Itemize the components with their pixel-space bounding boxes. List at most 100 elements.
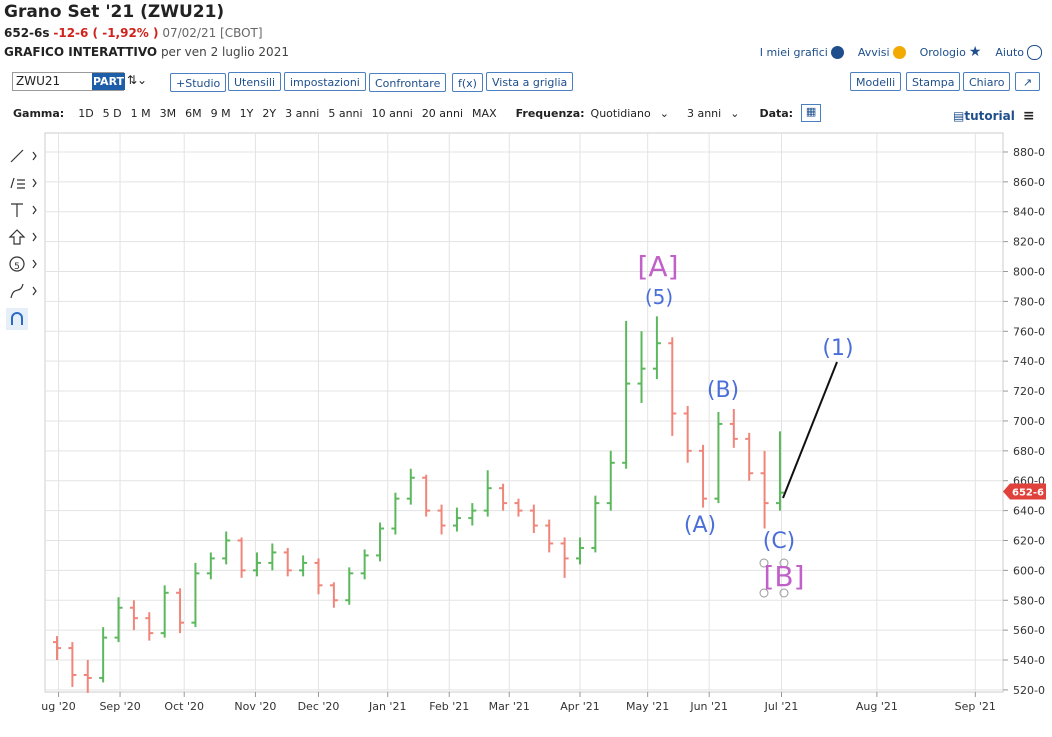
button[interactable]: Confrontare bbox=[369, 73, 447, 92]
x-tick-label: Apr '21 bbox=[560, 700, 600, 713]
range-label: Gamma: bbox=[13, 106, 65, 120]
x-tick-label: Sep '21 bbox=[955, 700, 996, 713]
range-option[interactable]: 20 anni bbox=[421, 106, 464, 120]
link[interactable]: Avvisi bbox=[857, 45, 890, 59]
link[interactable]: Aiuto bbox=[995, 45, 1024, 59]
y-tick-label: 620-0 bbox=[1013, 534, 1045, 547]
anchor-circles bbox=[759, 558, 789, 598]
price: 652-6s bbox=[4, 26, 50, 40]
y-tick-label: 760-0 bbox=[1013, 325, 1045, 338]
range-option[interactable]: 1D bbox=[78, 106, 94, 120]
icon bbox=[892, 45, 906, 59]
y-tick-label: 600-0 bbox=[1013, 564, 1045, 577]
x-tick-label: Nov '20 bbox=[234, 700, 276, 713]
x-tick-label: Feb '21 bbox=[429, 700, 469, 713]
x-tick-label: Dec '20 bbox=[298, 700, 340, 713]
link[interactable]: I miei grafici bbox=[759, 45, 828, 59]
x-tick-label: May '21 bbox=[626, 700, 669, 713]
plot-area bbox=[44, 132, 1004, 693]
bars bbox=[52, 316, 784, 693]
grid: 520-0540-0560-0580-0600-0620-0640-0660-0… bbox=[41, 133, 1045, 713]
range-option[interactable]: 6M bbox=[185, 106, 202, 120]
annotation: (1) bbox=[822, 336, 853, 361]
sort-icon[interactable]: ⇅⌄ bbox=[127, 73, 148, 87]
annotation: (C) bbox=[763, 529, 796, 554]
range-option[interactable]: MAX bbox=[472, 106, 497, 120]
tool-icons bbox=[6, 149, 37, 330]
title: Grano Set '21 (ZWU21) bbox=[4, 2, 225, 22]
header-links: I miei grafici Avvisi Orologio ★ Aiuto bbox=[746, 44, 1042, 60]
annotation: (A) bbox=[684, 513, 716, 538]
calendar-button[interactable]: ▦ bbox=[801, 104, 822, 122]
x-tick-label: Aug '21 bbox=[856, 700, 898, 713]
y-tick-label: 520-0 bbox=[1013, 684, 1045, 697]
link[interactable]: Orologio bbox=[919, 45, 966, 59]
x-tick-label: Jul '21 bbox=[764, 700, 799, 713]
y-tick-label: 720-0 bbox=[1013, 385, 1045, 398]
tutorial-text[interactable]: tutorial bbox=[964, 109, 1015, 123]
y-tick-label: 580-0 bbox=[1013, 594, 1045, 607]
quote: 652-6s -12-6 ( -1,92% ) 07/02/21 [CBOT] bbox=[4, 26, 263, 40]
wave-line bbox=[782, 361, 838, 499]
range-option[interactable]: 3 anni bbox=[285, 106, 320, 120]
change: -12-6 ( -1,92% ) bbox=[53, 26, 159, 40]
annotation: (5) bbox=[645, 285, 673, 309]
y-tick-label: 800-0 bbox=[1013, 266, 1045, 279]
chart-label: GRAFICO INTERATTIVO bbox=[4, 45, 158, 59]
button[interactable]: Utensili bbox=[228, 72, 282, 91]
menu-icon[interactable]: ≡ bbox=[1022, 108, 1035, 124]
icon-five: 5 bbox=[14, 262, 20, 272]
frequency[interactable]: Quotidiano bbox=[590, 106, 651, 120]
icon bbox=[830, 45, 844, 59]
x-tick-label: Jun '21 bbox=[689, 700, 728, 713]
x-tick-label: Oct '20 bbox=[164, 700, 204, 713]
button[interactable]: Stampa bbox=[906, 72, 961, 91]
price-tag-label: 652-6 bbox=[1012, 488, 1044, 499]
range-option[interactable]: 9 M bbox=[210, 106, 231, 120]
y-tick-label: 780-0 bbox=[1013, 295, 1045, 308]
tutorial-icon: ▤ bbox=[953, 109, 965, 123]
range-option[interactable]: 10 anni bbox=[371, 106, 413, 120]
x-tick-label: Jan '21 bbox=[368, 700, 406, 713]
annotation: [B] bbox=[763, 560, 804, 593]
range-option[interactable]: 1 M bbox=[130, 106, 151, 120]
annotation: (B) bbox=[707, 378, 739, 403]
y-tick-label: 680-0 bbox=[1013, 445, 1045, 458]
icon: ★ bbox=[968, 44, 982, 60]
range-option[interactable]: 5 D bbox=[102, 106, 122, 120]
button[interactable]: impostazioni bbox=[284, 72, 366, 91]
tutorial[interactable]: ▤tutorial ≡ bbox=[953, 108, 1035, 124]
y-tick-label: 860-0 bbox=[1013, 176, 1045, 189]
range-option[interactable]: 2Y bbox=[262, 106, 277, 120]
range-option[interactable]: 3M bbox=[159, 106, 177, 120]
y-tick-label: 820-0 bbox=[1013, 236, 1045, 249]
range-bar: Gamma: 1D 5 D 1 M 3M 6M 9 M 1Y 2Y 3 anni 5 anni 10… bbox=[13, 104, 822, 122]
y-tick-label: 840-0 bbox=[1013, 206, 1045, 219]
y-tick-label: 880-0 bbox=[1013, 146, 1045, 159]
frequency-label: Frequenza: bbox=[515, 106, 585, 120]
part[interactable]: PART bbox=[92, 73, 126, 90]
button[interactable]: Modelli bbox=[850, 72, 902, 91]
period[interactable]: 3 anni bbox=[686, 106, 722, 120]
y-tick-label: 560-0 bbox=[1013, 624, 1045, 637]
range-option[interactable]: 5 anni bbox=[328, 106, 363, 120]
subtitle: GRAFICO INTERATTIVO per ven 2 luglio 202… bbox=[4, 45, 289, 59]
annotation: [A] bbox=[637, 250, 678, 283]
y-tick-label: 700-0 bbox=[1013, 415, 1045, 428]
y-tick-label: 740-0 bbox=[1013, 355, 1045, 368]
dropdown-icon[interactable]: ⌄ bbox=[730, 106, 740, 120]
button[interactable]: f(x) bbox=[452, 73, 483, 92]
chart-date: per ven 2 luglio 2021 bbox=[160, 45, 289, 59]
expand-button[interactable]: ↗ bbox=[1015, 72, 1040, 91]
dropdown-icon[interactable]: ⌄ bbox=[659, 106, 669, 120]
button[interactable]: +Studio bbox=[170, 73, 227, 92]
range-option[interactable]: 1Y bbox=[239, 106, 254, 120]
button[interactable]: Vista a griglia bbox=[486, 72, 574, 91]
icon bbox=[1027, 44, 1042, 60]
button[interactable]: Chiaro bbox=[963, 72, 1011, 91]
y-tick-label: 540-0 bbox=[1013, 654, 1045, 667]
x-tick-label: Mar '21 bbox=[489, 700, 530, 713]
quote-date: 07/02/21 [CBOT] bbox=[162, 26, 263, 40]
